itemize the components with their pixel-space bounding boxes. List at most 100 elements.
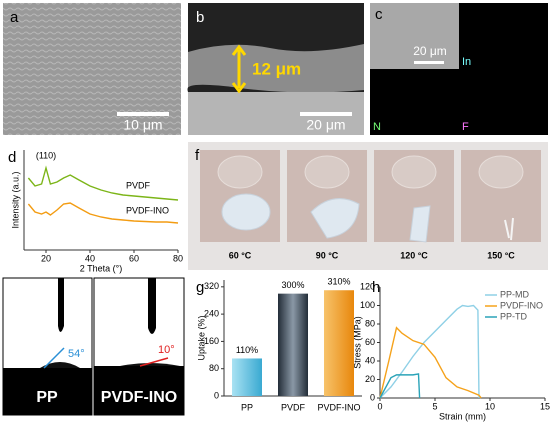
photo-tile: 60 °C bbox=[200, 150, 280, 260]
charts: d 20 40 60 80 2 Theta (°) Intensity (a.u.) PVDF… bbox=[8, 149, 550, 421]
y-tick-label: 320 bbox=[204, 281, 219, 291]
y-axis-label: Stress (MPa) bbox=[352, 316, 362, 369]
chart: h 0 20 40 60 80 100 120 0 5 10 15 Strain (mm) Stress … bbox=[352, 279, 550, 421]
y-tick-label: 60 bbox=[365, 337, 375, 347]
value-label: 310% bbox=[327, 277, 350, 287]
separator-imprint bbox=[217, 155, 263, 189]
x-tick-label: 80 bbox=[173, 253, 183, 263]
film-section bbox=[187, 44, 364, 93]
y-tick-label: 120 bbox=[360, 281, 375, 291]
x-axis-label: Strain (mm) bbox=[439, 411, 486, 421]
series-label: PVDF-INO bbox=[126, 205, 169, 215]
scale-text: 10 μm bbox=[123, 117, 162, 133]
scale-bar bbox=[414, 61, 444, 64]
panel-label: d bbox=[8, 149, 16, 166]
sample-label: PVDF-INO bbox=[101, 389, 177, 406]
separator-imprint bbox=[478, 155, 524, 189]
y-tick-label: 100 bbox=[360, 300, 375, 310]
chart: d 20 40 60 80 2 Theta (°) Intensity (a.u.) PVDF… bbox=[8, 149, 183, 273]
x-tick-label: 10 bbox=[485, 401, 495, 411]
element-label: N bbox=[373, 121, 381, 133]
panel-label: e bbox=[10, 283, 18, 300]
y-tick-label: 80 bbox=[209, 363, 219, 373]
photo-tile: 150 °C bbox=[461, 150, 541, 260]
separator-imprint bbox=[304, 155, 350, 189]
legend-label: PP-TD bbox=[500, 311, 528, 321]
separator bbox=[504, 217, 514, 241]
photo-tile: 120 °C bbox=[374, 150, 454, 260]
arrow-heads bbox=[231, 44, 247, 94]
angle-text: 10° bbox=[158, 344, 175, 356]
y-tick-label: 40 bbox=[365, 355, 375, 365]
x-tick-label: 40 bbox=[85, 253, 95, 263]
panel-label: h bbox=[372, 279, 380, 296]
x-tick-label: 60 bbox=[129, 253, 139, 263]
panel-label: b bbox=[196, 9, 204, 26]
separator bbox=[221, 193, 271, 231]
y-axis-label: Uptake (%) bbox=[196, 315, 206, 360]
panel-label: g bbox=[196, 279, 204, 296]
x-tick-label: 5 bbox=[432, 401, 437, 411]
y-tick-label: 80 bbox=[365, 318, 375, 328]
x-axis-label: 2 Theta (°) bbox=[80, 263, 122, 273]
data-line bbox=[379, 326, 482, 399]
sem-image bbox=[370, 3, 459, 69]
panel-b: b 12 μm 20 μm bbox=[187, 3, 364, 135]
y-tick-label: 20 bbox=[365, 374, 375, 384]
panel-a: a 10 μm bbox=[3, 3, 181, 135]
panel-f: f 60 °C 90 °C 120 °C 150 °C bbox=[188, 142, 548, 270]
x-tick-label: 0 bbox=[377, 401, 382, 411]
chart: g 0 80 160 240 320 Uptake (%) 110% PP 300% PVDF 310… bbox=[196, 277, 362, 412]
temperature-label: 60 °C bbox=[229, 250, 252, 260]
angle-text: 54° bbox=[68, 348, 85, 360]
needle bbox=[148, 278, 156, 334]
bar bbox=[278, 293, 308, 396]
x-tick-label: PP bbox=[241, 402, 253, 412]
legend-label: PP-MD bbox=[500, 289, 530, 299]
panel-e: e 54° 10° PP PVDF-INO bbox=[2, 277, 185, 416]
value-label: 300% bbox=[281, 280, 304, 290]
data-line bbox=[379, 373, 421, 399]
needle bbox=[58, 278, 64, 332]
y-tick-label: 0 bbox=[370, 392, 375, 402]
panel-label: f bbox=[195, 147, 200, 164]
series-label: PVDF bbox=[126, 180, 151, 190]
temperature-label: 90 °C bbox=[316, 250, 339, 260]
annotation: (110) bbox=[36, 150, 56, 160]
map-f bbox=[459, 69, 548, 135]
sample-label: PP bbox=[36, 389, 58, 406]
separator bbox=[409, 205, 431, 243]
scale-bar bbox=[300, 112, 352, 116]
data-line bbox=[27, 202, 179, 224]
angle-line bbox=[139, 357, 169, 367]
y-tick-label: 0 bbox=[214, 390, 219, 400]
substrate bbox=[94, 366, 184, 415]
element-label: F bbox=[462, 121, 469, 133]
droplet bbox=[40, 362, 80, 368]
photo-tile: 90 °C bbox=[287, 150, 367, 260]
substrate bbox=[3, 368, 92, 415]
angle-line bbox=[43, 347, 65, 369]
map-in bbox=[459, 3, 548, 69]
data-line bbox=[27, 165, 179, 201]
x-tick-label: PVDF bbox=[281, 402, 306, 412]
droplet bbox=[120, 363, 180, 366]
map-n bbox=[370, 69, 459, 135]
panel-label: a bbox=[10, 9, 19, 26]
temperature-label: 150 °C bbox=[487, 250, 515, 260]
x-tick-label: 20 bbox=[41, 253, 51, 263]
x-tick-label: 15 bbox=[540, 401, 550, 411]
data-line bbox=[379, 304, 480, 399]
bar bbox=[324, 290, 354, 396]
bar bbox=[232, 358, 262, 396]
x-tick-label: PVDF-INO bbox=[317, 402, 360, 412]
scale-text: 20 μm bbox=[413, 44, 447, 58]
y-tick-label: 160 bbox=[204, 336, 219, 346]
element-label: In bbox=[462, 56, 471, 68]
value-label: 110% bbox=[236, 345, 258, 355]
legend-label: PVDF-INO bbox=[500, 300, 543, 310]
scale-text: 20 μm bbox=[306, 117, 345, 133]
scale-bar bbox=[117, 112, 169, 116]
y-tick-label: 240 bbox=[204, 308, 219, 318]
